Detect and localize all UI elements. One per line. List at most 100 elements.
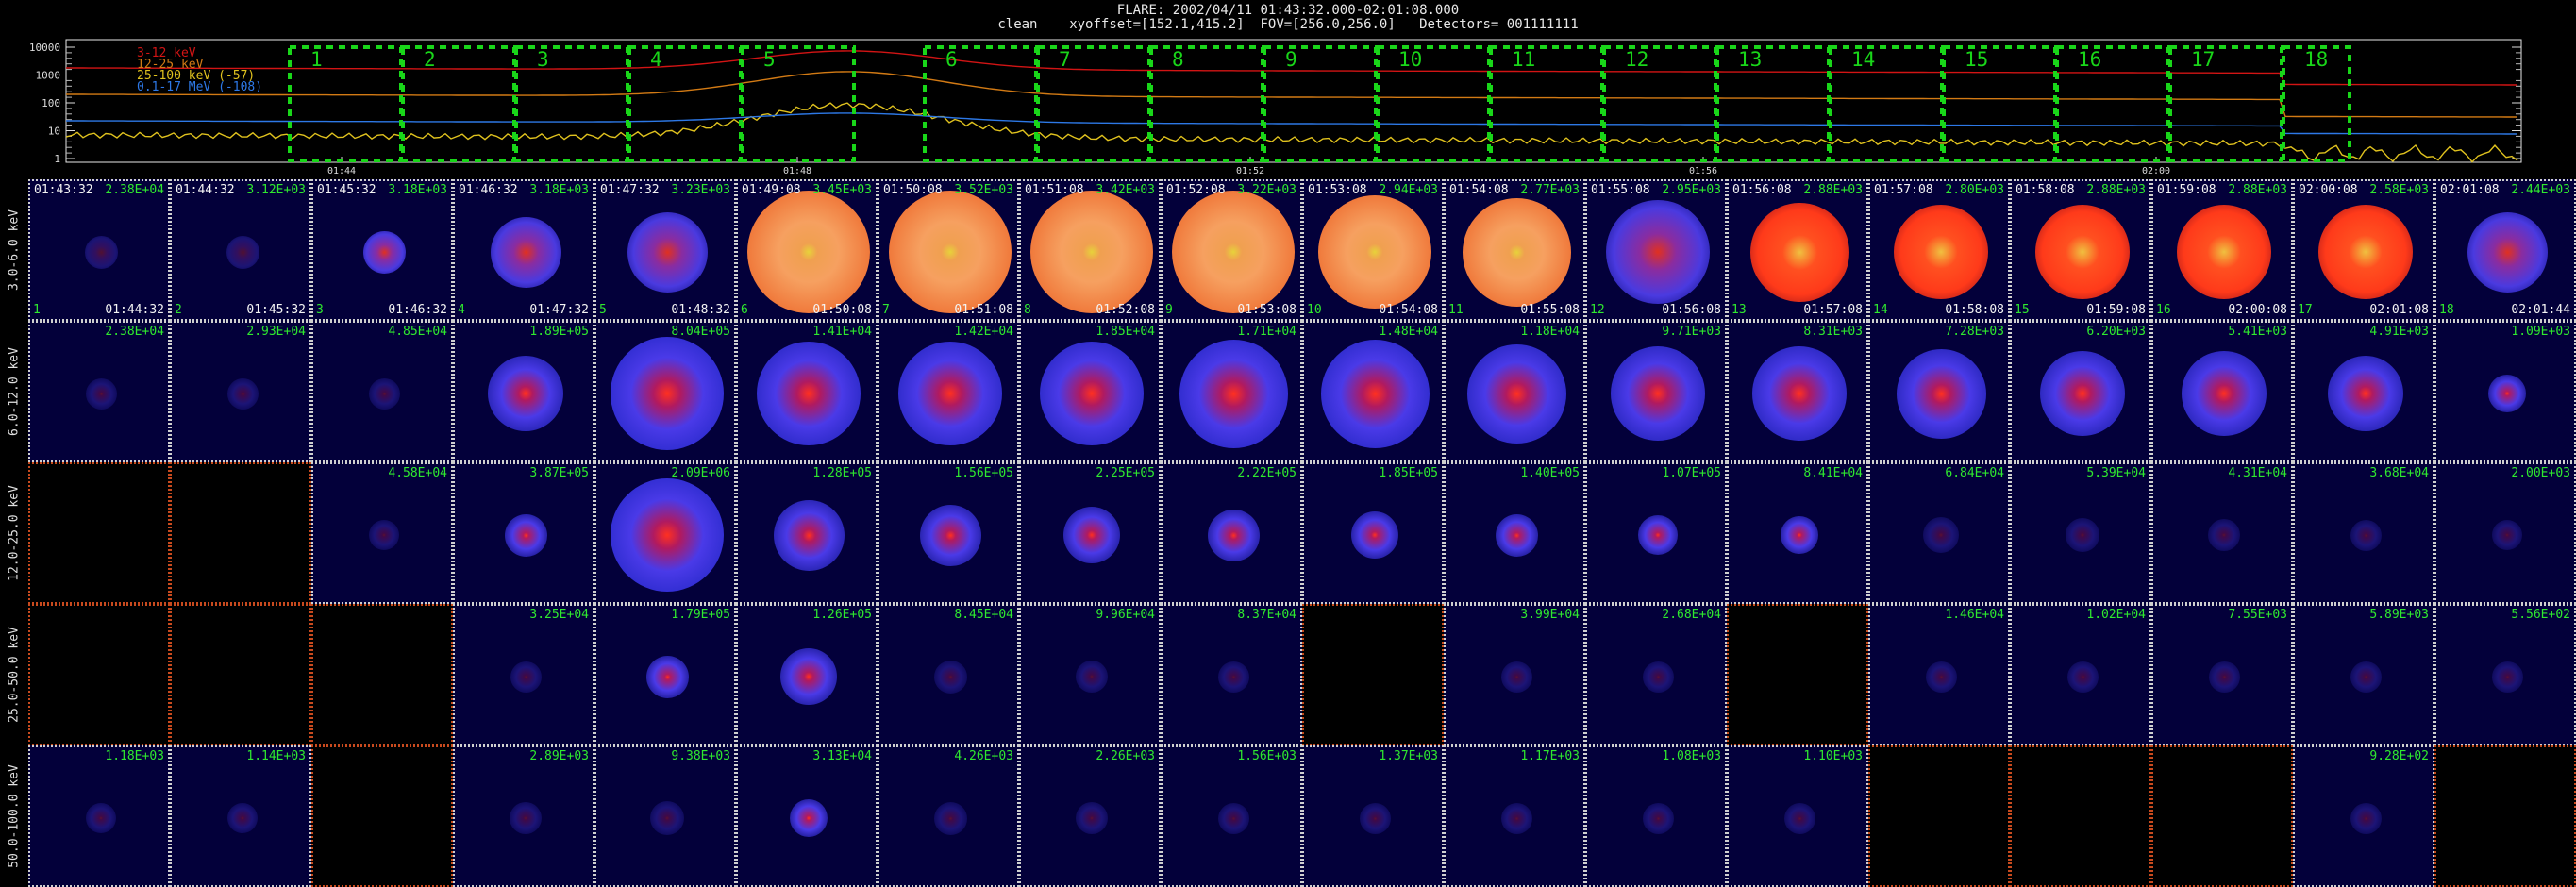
image-cell[interactable]: 3.25E+04 — [453, 604, 594, 745]
image-cell[interactable]: 1.37E+03 — [1302, 745, 1444, 887]
image-cell[interactable]: 2.38E+04 — [28, 321, 170, 462]
image-cell[interactable]: 3.68E+04 — [2293, 462, 2434, 604]
image-cell[interactable]: 2.44E+03 02:01:08 02:01:44 18 — [2434, 179, 2576, 321]
image-cell[interactable] — [2434, 745, 2576, 887]
image-cell[interactable] — [2010, 745, 2151, 887]
image-cell[interactable]: 1.09E+03 — [2434, 321, 2576, 462]
image-cell[interactable] — [2151, 745, 2293, 887]
image-cell[interactable] — [28, 604, 170, 745]
image-cell[interactable]: 3.42E+03 01:51:08 01:52:08 8 — [1019, 179, 1161, 321]
image-cell[interactable]: 2.68E+04 — [1585, 604, 1727, 745]
image-cell[interactable]: 6.84E+04 — [1868, 462, 2010, 604]
image-cell[interactable]: 1.08E+03 — [1585, 745, 1727, 887]
image-cell[interactable]: 1.17E+03 — [1444, 745, 1585, 887]
image-cell[interactable]: 5.56E+02 — [2434, 604, 2576, 745]
image-cell[interactable]: 4.31E+04 — [2151, 462, 2293, 604]
image-cell[interactable]: 1.42E+04 — [878, 321, 1019, 462]
image-cell[interactable]: 9.96E+04 — [1019, 604, 1161, 745]
image-cell[interactable]: 1.56E+05 — [878, 462, 1019, 604]
image-cell[interactable]: 4.91E+03 — [2293, 321, 2434, 462]
image-cell[interactable]: 1.71E+04 — [1161, 321, 1302, 462]
interval-index: 2 — [175, 303, 182, 317]
image-cell[interactable]: 9.28E+02 — [2293, 745, 2434, 887]
image-cell[interactable]: 1.10E+03 — [1727, 745, 1868, 887]
image-cell[interactable]: 2.00E+03 — [2434, 462, 2576, 604]
image-cell[interactable]: 8.04E+05 — [594, 321, 736, 462]
image-cell[interactable] — [28, 462, 170, 604]
image-cell[interactable]: 3.13E+04 — [736, 745, 878, 887]
image-cell[interactable] — [1868, 745, 2010, 887]
image-cell[interactable]: 1.02E+04 — [2010, 604, 2151, 745]
image-cell[interactable]: 3.23E+03 01:47:32 01:48:32 5 — [594, 179, 736, 321]
image-cell[interactable] — [1302, 604, 1444, 745]
image-cell[interactable]: 3.18E+03 01:45:32 01:46:32 3 — [311, 179, 453, 321]
image-cell[interactable]: 1.89E+05 — [453, 321, 594, 462]
image-cell[interactable]: 1.85E+04 — [1019, 321, 1161, 462]
image-cell[interactable]: 1.56E+03 — [1161, 745, 1302, 887]
interval-label: 15 — [1965, 48, 1988, 71]
image-cell[interactable] — [311, 604, 453, 745]
image-cell[interactable]: 4.26E+03 — [878, 745, 1019, 887]
image-cell[interactable]: 3.22E+03 01:52:08 01:53:08 9 — [1161, 179, 1302, 321]
peak-value: 2.89E+03 — [529, 749, 589, 763]
image-cell[interactable]: 7.55E+03 — [2151, 604, 2293, 745]
image-cell[interactable]: 3.12E+03 01:44:32 01:45:32 2 — [170, 179, 311, 321]
image-cell[interactable]: 2.89E+03 — [453, 745, 594, 887]
image-cell[interactable]: 1.40E+05 — [1444, 462, 1585, 604]
image-cell[interactable]: 8.37E+04 — [1161, 604, 1302, 745]
image-cell[interactable]: 2.93E+04 — [170, 321, 311, 462]
image-cell[interactable]: 5.41E+03 — [2151, 321, 2293, 462]
image-cell[interactable]: 1.85E+05 — [1302, 462, 1444, 604]
image-cell[interactable]: 1.07E+05 — [1585, 462, 1727, 604]
image-cell[interactable] — [311, 745, 453, 887]
source-image — [1894, 205, 1988, 299]
image-cell[interactable]: 2.09E+06 — [594, 462, 736, 604]
image-cell[interactable]: 1.41E+04 — [736, 321, 878, 462]
image-cell[interactable]: 2.22E+05 — [1161, 462, 1302, 604]
image-cell[interactable]: 3.99E+04 — [1444, 604, 1585, 745]
source-image — [1611, 346, 1705, 441]
image-cell[interactable]: 8.31E+03 — [1727, 321, 1868, 462]
x-tick-label: 01:44 — [327, 166, 356, 176]
image-cell[interactable]: 9.71E+03 — [1585, 321, 1727, 462]
image-cell[interactable]: 2.80E+03 01:57:08 01:58:08 14 — [1868, 179, 2010, 321]
image-cell[interactable]: 5.39E+04 — [2010, 462, 2151, 604]
image-cell[interactable]: 8.45E+04 — [878, 604, 1019, 745]
image-cell[interactable]: 5.89E+03 — [2293, 604, 2434, 745]
image-cell[interactable]: 3.52E+03 01:50:08 01:51:08 7 — [878, 179, 1019, 321]
image-cell[interactable]: 1.14E+03 — [170, 745, 311, 887]
image-cell[interactable]: 4.85E+04 — [311, 321, 453, 462]
image-cell[interactable]: 1.18E+04 — [1444, 321, 1585, 462]
image-cell[interactable]: 2.26E+03 — [1019, 745, 1161, 887]
peak-value: 9.96E+04 — [1096, 608, 1155, 622]
image-cell[interactable]: 2.88E+03 01:59:08 02:00:08 16 — [2151, 179, 2293, 321]
image-cell[interactable]: 1.79E+05 — [594, 604, 736, 745]
image-cell[interactable]: 1.26E+05 — [736, 604, 878, 745]
image-cell[interactable]: 3.87E+05 — [453, 462, 594, 604]
image-cell[interactable]: 2.58E+03 02:00:08 02:01:08 17 — [2293, 179, 2434, 321]
image-cell[interactable] — [170, 462, 311, 604]
image-cell[interactable]: 1.46E+04 — [1868, 604, 2010, 745]
image-cell[interactable] — [170, 604, 311, 745]
image-cell[interactable]: 9.38E+03 — [594, 745, 736, 887]
interval-index: 1 — [33, 303, 41, 317]
image-cell[interactable]: 8.41E+04 — [1727, 462, 1868, 604]
image-cell[interactable]: 2.25E+05 — [1019, 462, 1161, 604]
image-cell[interactable]: 2.95E+03 01:55:08 01:56:08 12 — [1585, 179, 1727, 321]
peak-value: 2.88E+03 — [2086, 183, 2146, 197]
image-cell[interactable]: 3.45E+03 01:49:08 01:50:08 6 — [736, 179, 878, 321]
image-cell[interactable]: 6.20E+03 — [2010, 321, 2151, 462]
image-cell[interactable]: 1.18E+03 — [28, 745, 170, 887]
image-cell[interactable]: 2.88E+03 01:56:08 01:57:08 13 — [1727, 179, 1868, 321]
image-cell[interactable]: 1.48E+04 — [1302, 321, 1444, 462]
image-cell[interactable] — [1727, 604, 1868, 745]
interval-label: 3 — [537, 48, 549, 71]
image-cell[interactable]: 4.58E+04 — [311, 462, 453, 604]
image-cell[interactable]: 2.88E+03 01:58:08 01:59:08 15 — [2010, 179, 2151, 321]
image-cell[interactable]: 2.77E+03 01:54:08 01:55:08 11 — [1444, 179, 1585, 321]
image-cell[interactable]: 3.18E+03 01:46:32 01:47:32 4 — [453, 179, 594, 321]
image-cell[interactable]: 2.94E+03 01:53:08 01:54:08 10 — [1302, 179, 1444, 321]
image-cell[interactable]: 7.28E+03 — [1868, 321, 2010, 462]
image-cell[interactable]: 1.28E+05 — [736, 462, 878, 604]
image-cell[interactable]: 2.38E+04 01:43:32 01:44:32 1 — [28, 179, 170, 321]
